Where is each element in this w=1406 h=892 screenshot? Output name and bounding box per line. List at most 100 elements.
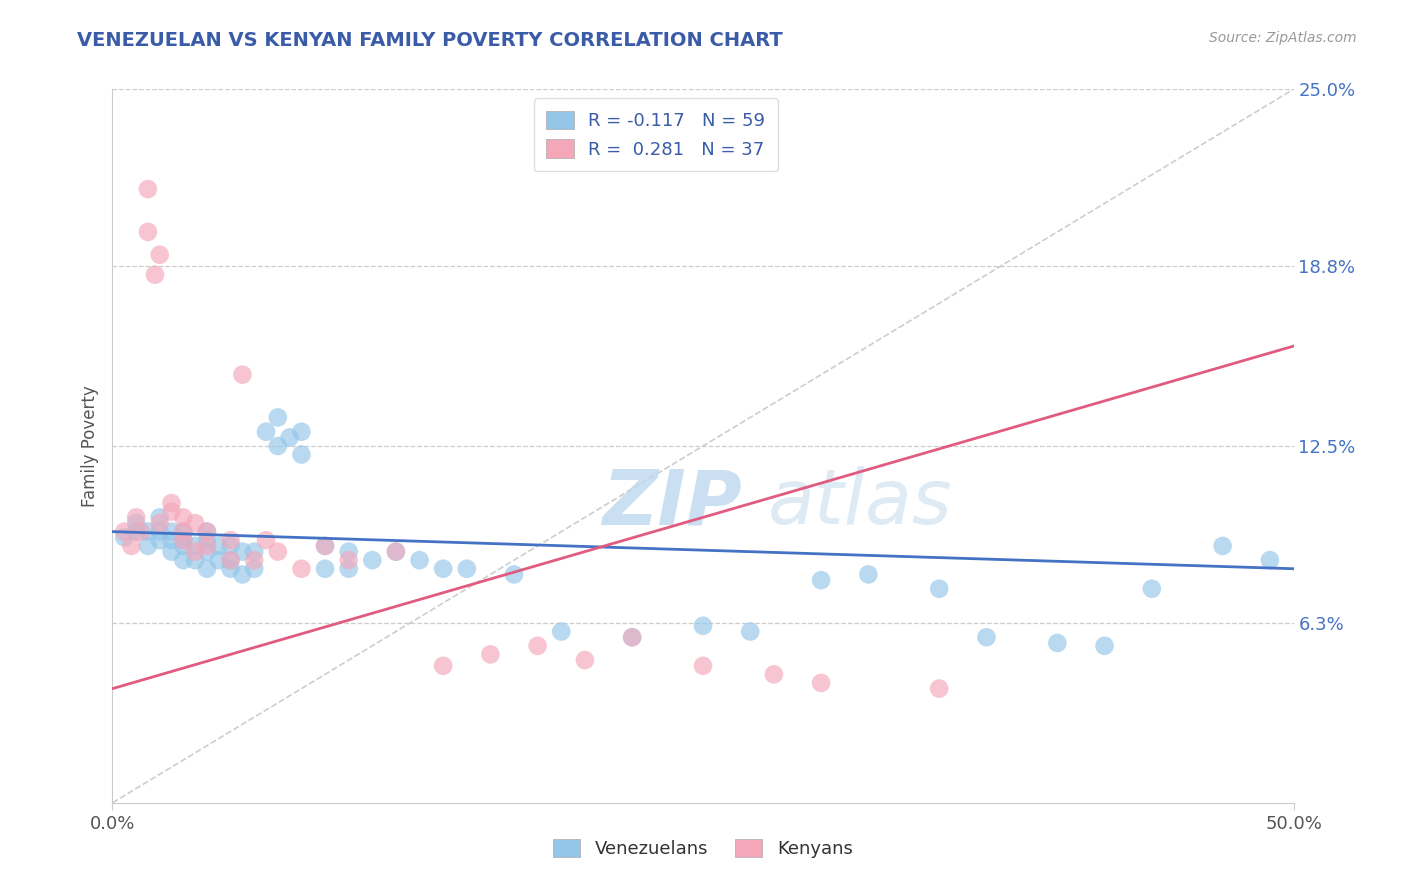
- Point: [267, 439, 290, 453]
- Point: [621, 630, 644, 644]
- Point: [621, 630, 644, 644]
- Point: [112, 524, 135, 539]
- Point: [172, 553, 194, 567]
- Point: [243, 562, 266, 576]
- Point: [184, 516, 207, 530]
- Point: [314, 539, 336, 553]
- Point: [254, 533, 277, 548]
- Point: [432, 658, 454, 673]
- Point: [231, 544, 253, 558]
- Point: [574, 653, 596, 667]
- Point: [184, 544, 207, 558]
- Point: [976, 630, 998, 644]
- Y-axis label: Family Poverty: Family Poverty: [80, 385, 98, 507]
- Point: [337, 562, 360, 576]
- Point: [928, 681, 950, 696]
- Point: [314, 562, 336, 576]
- Point: [112, 530, 135, 544]
- Point: [267, 544, 290, 558]
- Point: [385, 544, 408, 558]
- Point: [337, 553, 360, 567]
- Point: [1046, 636, 1069, 650]
- Text: atlas: atlas: [768, 467, 952, 540]
- Point: [160, 524, 183, 539]
- Point: [129, 524, 152, 539]
- Point: [208, 539, 231, 553]
- Point: [456, 562, 478, 576]
- Point: [1258, 553, 1281, 567]
- Point: [172, 533, 194, 548]
- Point: [195, 544, 218, 558]
- Point: [858, 567, 880, 582]
- Point: [254, 425, 277, 439]
- Point: [172, 533, 194, 548]
- Point: [243, 553, 266, 567]
- Point: [136, 182, 159, 196]
- Point: [136, 524, 159, 539]
- Point: [762, 667, 785, 681]
- Point: [692, 619, 714, 633]
- Point: [810, 573, 832, 587]
- Point: [172, 524, 194, 539]
- Point: [208, 553, 231, 567]
- Point: [692, 658, 714, 673]
- Point: [136, 539, 159, 553]
- Text: ZIP: ZIP: [603, 467, 742, 540]
- Point: [125, 516, 148, 530]
- Text: VENEZUELAN VS KENYAN FAMILY POVERTY CORRELATION CHART: VENEZUELAN VS KENYAN FAMILY POVERTY CORR…: [77, 31, 783, 50]
- Point: [149, 516, 172, 530]
- Point: [503, 567, 526, 582]
- Point: [479, 648, 502, 662]
- Point: [314, 539, 336, 553]
- Point: [172, 539, 194, 553]
- Point: [160, 496, 183, 510]
- Point: [195, 533, 218, 548]
- Point: [136, 225, 159, 239]
- Point: [125, 524, 148, 539]
- Point: [160, 533, 183, 548]
- Point: [928, 582, 950, 596]
- Point: [149, 248, 172, 262]
- Point: [290, 425, 312, 439]
- Point: [219, 562, 242, 576]
- Point: [337, 544, 360, 558]
- Point: [267, 410, 290, 425]
- Point: [231, 368, 253, 382]
- Point: [195, 562, 218, 576]
- Point: [810, 676, 832, 690]
- Point: [184, 553, 207, 567]
- Point: [149, 524, 172, 539]
- Point: [1094, 639, 1116, 653]
- Point: [149, 533, 172, 548]
- Point: [408, 553, 430, 567]
- Point: [526, 639, 548, 653]
- Point: [243, 544, 266, 558]
- Point: [219, 539, 242, 553]
- Point: [184, 539, 207, 553]
- Point: [160, 505, 183, 519]
- Point: [195, 539, 218, 553]
- Point: [278, 430, 301, 444]
- Point: [219, 553, 242, 567]
- Point: [219, 553, 242, 567]
- Point: [195, 524, 218, 539]
- Legend: Venezuelans, Kenyans: Venezuelans, Kenyans: [546, 831, 860, 865]
- Point: [290, 562, 312, 576]
- Point: [1140, 582, 1163, 596]
- Point: [290, 448, 312, 462]
- Point: [160, 544, 183, 558]
- Point: [143, 268, 166, 282]
- Point: [432, 562, 454, 576]
- Point: [231, 567, 253, 582]
- Point: [195, 524, 218, 539]
- Point: [125, 510, 148, 524]
- Text: Source: ZipAtlas.com: Source: ZipAtlas.com: [1209, 31, 1357, 45]
- Point: [740, 624, 762, 639]
- Point: [1212, 539, 1234, 553]
- Point: [120, 539, 142, 553]
- Point: [550, 624, 572, 639]
- Point: [149, 510, 172, 524]
- Point: [361, 553, 384, 567]
- Point: [172, 510, 194, 524]
- Point: [385, 544, 408, 558]
